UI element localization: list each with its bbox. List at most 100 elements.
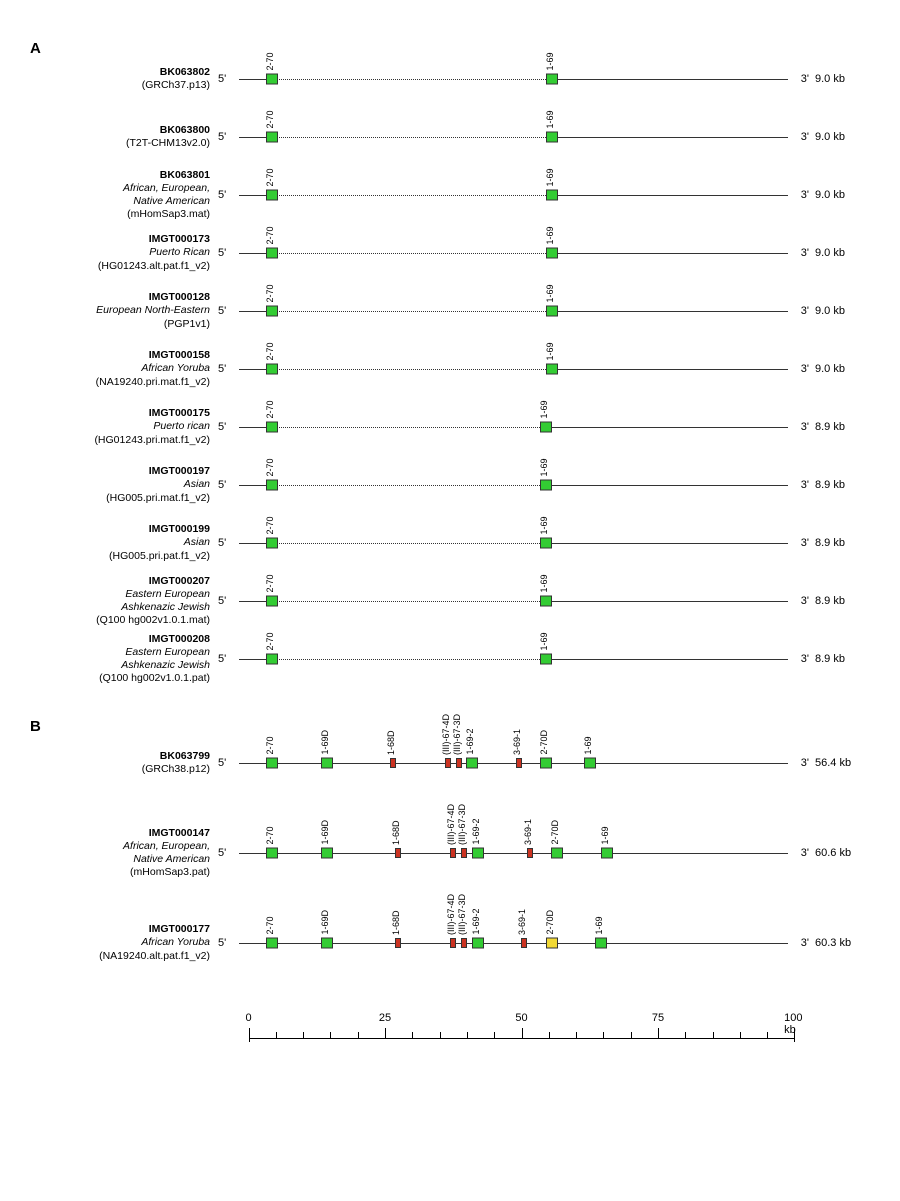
locus-row: BK063800(T2T-CHM13v2.0)5'3'2-701-699.0 k… [30,108,870,166]
gene-box: 1-69 [546,306,558,317]
region-size: 8.9 kb [809,537,870,549]
region-size: 9.0 kb [809,189,870,201]
axis-line [546,659,788,660]
axis-line [601,943,788,944]
sample-population: African, European, [30,840,210,853]
gene-label: 3-69-1 [523,819,533,845]
gene-box: 3-69-1 [521,938,527,948]
gene-box: 2-70D [546,938,558,949]
sample-source: (mHomSap3.pat) [30,866,210,879]
three-prime-label: 3' [801,537,809,549]
ruler-minor-tick [330,1032,331,1038]
five-prime-label: 5' [218,537,226,549]
gene-box: 1-69 [546,190,558,201]
gene-box: 2-70 [266,758,278,769]
gene-label: (III)-67-3D [457,804,467,845]
locus-row: IMGT000147African, European,Native Ameri… [30,808,870,898]
axis-line [552,311,788,312]
locus-row: IMGT000177African Yoruba(NA19240.alt.pat… [30,898,870,988]
gene-box: 1-69 [546,248,558,259]
gene-box: 1-69 [540,538,552,549]
ruler-minor-tick [440,1032,441,1038]
gene-box: 2-70 [266,938,278,949]
sample-label: IMGT000128European North-Eastern(PGP1v1) [30,291,218,330]
sample-label: IMGT000177African Yoruba(NA19240.alt.pat… [30,923,218,962]
gene-track: 5'3'2-701-69 [218,166,809,224]
gene-box: 1-68D [395,848,401,858]
gene-label: 1-69-2 [471,908,481,934]
sample-id: BK063801 [30,169,210,182]
ruler-label: 75 [652,1012,664,1024]
ruler-minor-tick [603,1032,604,1038]
sample-id: IMGT000158 [30,349,210,362]
ruler-minor-tick [467,1032,468,1038]
sample-population: African Yoruba [30,362,210,375]
sample-population: European North-Eastern [30,304,210,317]
sample-population: Asian [30,536,210,549]
sample-population: Puerto Rican [30,246,210,259]
locus-row: IMGT000128European North-Eastern(PGP1v1)… [30,282,870,340]
five-prime-label: 5' [218,479,226,491]
three-prime-label: 3' [801,757,809,769]
sample-id: IMGT000177 [30,923,210,936]
gene-box: (III)-67-3D [461,938,467,948]
gene-box: 2-70 [266,654,278,665]
gene-track: 5'3'2-701-69D1-68D(III)-67-4D(III)-67-3D… [218,718,809,808]
gene-box: 2-70 [266,364,278,375]
sample-population: Puerto rican [30,420,210,433]
sample-label: IMGT000207Eastern EuropeanAshkenazic Jew… [30,575,218,628]
gene-label: 2-70 [265,168,275,186]
gene-label: 2-70 [265,574,275,592]
sample-population: Eastern European [30,646,210,659]
five-prime-label: 5' [218,595,226,607]
panel-b: BK063799(GRCh38.p12)5'3'2-701-69D1-68D(I… [30,718,870,988]
gene-label: (III)-67-4D [446,894,456,935]
five-prime-label: 5' [218,653,226,665]
gene-box: 1-69D [321,848,333,859]
gene-track: 5'3'2-701-69 [218,108,809,166]
gene-box: 2-70 [266,132,278,143]
locus-row: IMGT000158African Yoruba(NA19240.pri.mat… [30,340,870,398]
five-prime-label: 5' [218,937,226,949]
gene-label: 1-68D [386,730,396,755]
gene-label: (III)-67-4D [441,714,451,755]
gene-box: 1-69 [546,74,558,85]
gene-label: 2-70D [539,730,549,755]
gene-label: 2-70 [265,736,275,754]
region-size: 8.9 kb [809,653,870,665]
sample-label: IMGT000199Asian(HG005.pri.pat.f1_v2) [30,523,218,562]
gene-box: 1-69D [321,938,333,949]
sample-id: IMGT000147 [30,827,210,840]
gene-track: 5'3'2-701-69 [218,50,809,108]
sample-id: IMGT000173 [30,233,210,246]
gene-box: 2-70 [266,248,278,259]
gene-label: 2-70 [265,52,275,70]
gene-label: 2-70 [265,916,275,934]
gene-label: 2-70D [550,820,560,845]
locus-row: BK063799(GRCh38.p12)5'3'2-701-69D1-68D(I… [30,718,870,808]
gene-label: 1-69 [539,516,549,534]
sample-label: BK063801African, European,Native America… [30,169,218,222]
gene-label: (III)-67-3D [457,894,467,935]
sample-label: BK063800(T2T-CHM13v2.0) [30,124,218,150]
ruler-minor-tick [494,1032,495,1038]
gene-box: 2-70 [266,848,278,859]
sample-population: Ashkenazic Jewish [30,601,210,614]
gene-box: 2-70D [540,758,552,769]
gene-label: 1-69 [583,736,593,754]
region-size: 60.6 kb [809,847,870,859]
ruler-label: 50 [515,1012,527,1024]
gene-label: 1-69D [320,730,330,755]
axis-line [546,427,788,428]
gene-box: 1-69 [546,364,558,375]
sample-source: (NA19240.alt.pat.f1_v2) [30,950,210,963]
gene-label: 2-70 [265,342,275,360]
axis-line [546,485,788,486]
gene-label: 1-68D [391,910,401,935]
three-prime-label: 3' [801,595,809,607]
sample-label: BK063802(GRCh37.p13) [30,66,218,92]
gene-box: 1-69-2 [472,848,484,859]
sample-source: (HG01243.alt.pat.f1_v2) [30,260,210,273]
gene-label: 1-69 [539,458,549,476]
gene-label: 2-70D [545,910,555,935]
